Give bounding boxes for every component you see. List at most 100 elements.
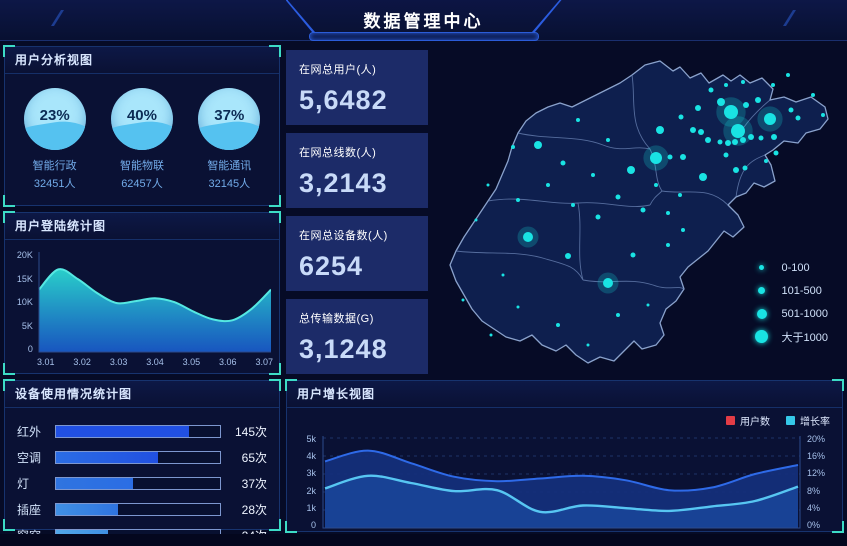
map-bubble[interactable]	[654, 183, 658, 187]
map-bubble[interactable]	[630, 252, 636, 258]
map-bubble[interactable]	[786, 73, 790, 77]
x-tick-label: 3.01	[37, 357, 55, 367]
map-bubble[interactable]	[708, 87, 714, 93]
growth-area-series[interactable]	[325, 475, 798, 528]
map-bubble[interactable]	[650, 152, 662, 164]
map-bubble[interactable]	[678, 114, 684, 120]
map-bubble[interactable]	[698, 129, 704, 135]
map-bubble[interactable]	[732, 139, 738, 145]
login-area-series[interactable]	[38, 269, 271, 352]
map-bubble[interactable]	[534, 141, 542, 149]
map-bubble[interactable]	[646, 303, 650, 307]
map-bubble[interactable]	[705, 137, 711, 143]
map-bubble[interactable]	[616, 313, 620, 317]
map-bubble[interactable]	[724, 105, 738, 119]
map-bubble[interactable]	[603, 278, 613, 288]
gauge-circle[interactable]: 40%	[110, 88, 173, 150]
device-bar-row[interactable]: 插座 28次	[17, 502, 267, 517]
map-bubble[interactable]	[773, 150, 779, 156]
map-bubble[interactable]	[748, 134, 754, 140]
map-bubble[interactable]	[591, 173, 595, 177]
map-legend-item[interactable]: 大于1000	[752, 330, 829, 344]
map-bubble[interactable]	[595, 214, 601, 220]
map-bubble[interactable]	[690, 127, 696, 133]
y-tick-label: 8%	[807, 485, 821, 496]
device-bar-row[interactable]: 红外 145次	[17, 424, 267, 439]
legend-dot-cell	[752, 287, 772, 294]
map-bubble[interactable]	[731, 124, 745, 138]
map-bubble[interactable]	[725, 140, 731, 146]
map-bubble[interactable]	[699, 173, 707, 181]
map-bubble[interactable]	[681, 228, 685, 232]
region-bubble-map[interactable]: 0-100 101-500 501-1000 大于1000	[428, 45, 842, 377]
map-bubble[interactable]	[556, 323, 560, 327]
map-bubble[interactable]	[523, 232, 533, 242]
map-bubble[interactable]	[486, 183, 490, 187]
device-bar-row[interactable]: 空调 65次	[17, 450, 267, 465]
map-bubble[interactable]	[489, 333, 493, 337]
gauge-circle[interactable]: 23%	[23, 88, 86, 150]
y-tick-label: 20%	[807, 434, 826, 444]
map-bubble[interactable]	[474, 218, 478, 222]
map-bubble[interactable]	[516, 198, 520, 202]
map-bubble[interactable]	[565, 253, 571, 259]
map-bubble[interactable]	[666, 211, 670, 215]
map-bubble[interactable]	[717, 139, 723, 145]
legend-dot-cell	[752, 330, 772, 343]
y-tick-label: 16%	[807, 451, 826, 462]
growth-area-chart[interactable]	[321, 434, 802, 530]
map-bubble[interactable]	[758, 135, 764, 141]
map-bubble[interactable]	[501, 273, 505, 277]
map-bubble[interactable]	[811, 93, 815, 97]
map-bubble[interactable]	[755, 97, 761, 103]
corner-bracket	[3, 363, 15, 375]
map-bubble[interactable]	[615, 194, 621, 200]
map-legend-item[interactable]: 101-500	[752, 284, 829, 297]
map-bubble[interactable]	[733, 167, 739, 173]
map-bubble[interactable]	[764, 159, 768, 163]
map-bubble[interactable]	[571, 203, 575, 207]
map-bubble[interactable]	[678, 193, 682, 197]
map-bubble[interactable]	[576, 118, 580, 122]
device-bar-row[interactable]: 灯 37次	[17, 476, 267, 491]
map-bubble[interactable]	[771, 83, 775, 87]
map-bubble[interactable]	[666, 243, 670, 247]
gauge-group[interactable]: 23% 智能行政 32451人 40% 智能物联 62457人 37% 智能通讯 32145人	[5, 74, 279, 191]
map-bubble[interactable]	[821, 113, 825, 117]
legend-item[interactable]: 用户数	[726, 413, 770, 428]
map-legend-item[interactable]: 501-1000	[752, 307, 828, 320]
map-bubble[interactable]	[743, 102, 749, 108]
users-line	[324, 449, 799, 492]
map-bubble[interactable]	[795, 115, 801, 121]
map-bubble[interactable]	[717, 98, 725, 106]
map-bubble[interactable]	[695, 105, 701, 111]
legend-item[interactable]: 增长率	[786, 413, 830, 428]
gauge-circle[interactable]: 37%	[198, 88, 261, 150]
map-bubble[interactable]	[742, 165, 748, 171]
map-bubble[interactable]	[560, 160, 566, 166]
map-bubble[interactable]	[764, 113, 776, 125]
corner-bracket	[3, 379, 15, 391]
map-bubble[interactable]	[516, 305, 520, 309]
map-bubble[interactable]	[640, 207, 646, 213]
map-bubble[interactable]	[724, 83, 728, 87]
map-bubble[interactable]	[723, 152, 729, 158]
map-bubble[interactable]	[667, 154, 673, 160]
map-bubble[interactable]	[511, 145, 515, 149]
map-bubble[interactable]	[656, 126, 664, 134]
map-bubble[interactable]	[771, 134, 777, 140]
login-area-chart[interactable]	[37, 250, 271, 354]
map-legend-item[interactable]: 0-100	[752, 261, 829, 274]
corner-bracket	[269, 195, 281, 207]
map-bubble[interactable]	[461, 298, 465, 302]
map-bubble[interactable]	[740, 137, 746, 143]
map-bubble[interactable]	[546, 183, 550, 187]
map-bubble[interactable]	[680, 154, 686, 160]
map-bubble[interactable]	[586, 343, 590, 347]
map-bubble[interactable]	[741, 80, 745, 84]
map-bubble[interactable]	[606, 138, 610, 142]
map-bubble-layer[interactable]	[461, 73, 826, 347]
map-bubble[interactable]	[788, 107, 794, 113]
device-bar-chart[interactable]: 红外145次空调65次灯37次插座28次窗帘24次	[5, 408, 279, 543]
map-bubble[interactable]	[627, 166, 635, 174]
